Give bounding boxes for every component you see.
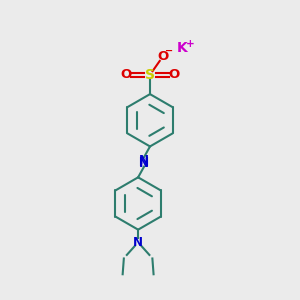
Text: O: O (169, 68, 180, 81)
Text: +: + (186, 39, 195, 49)
Text: K: K (177, 40, 188, 55)
Text: S: S (145, 68, 155, 82)
Text: N: N (139, 154, 149, 167)
Text: N: N (139, 157, 149, 169)
Text: N: N (133, 236, 143, 249)
Text: −: − (165, 46, 173, 56)
Text: O: O (157, 50, 168, 63)
Text: O: O (120, 68, 131, 81)
